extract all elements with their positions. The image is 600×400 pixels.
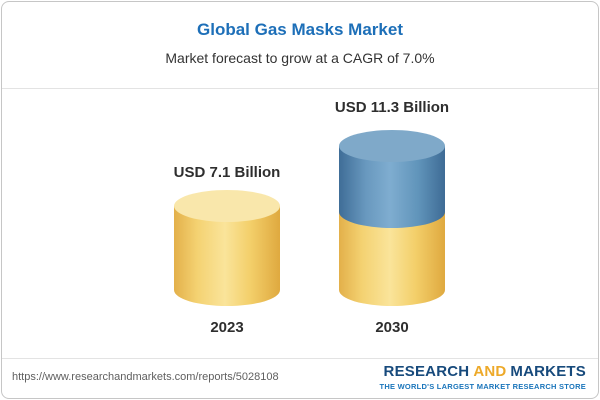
logo-wordmark: RESEARCH AND MARKETS [380, 363, 586, 380]
chart-subtitle: Market forecast to grow at a CAGR of 7.0… [165, 50, 435, 66]
bar-2023-cylinder [174, 190, 280, 306]
bar-value-label-2030: USD 11.3 Billion [334, 99, 450, 116]
logo-word-markets: MARKETS [510, 363, 586, 380]
bar-2030-cylinder [339, 130, 445, 306]
footer-divider [2, 358, 598, 359]
chart-title: Global Gas Masks Market [197, 20, 403, 39]
logo-word-research: RESEARCH [383, 363, 470, 380]
header-divider [2, 88, 598, 89]
logo-tagline: THE WORLD'S LARGEST MARKET RESEARCH STOR… [379, 382, 586, 391]
x-axis-label-2030: 2030 [375, 319, 409, 336]
bar-value-label-2023: USD 7.1 Billion [173, 164, 281, 181]
bar-2023-top-ellipse [174, 190, 280, 222]
logo-word-and: AND [473, 363, 507, 380]
bar-2023-body [174, 206, 280, 306]
bar-2030-segment-junction-ellipse [339, 196, 445, 228]
logo-research-and-markets: RESEARCH AND MARKETS THE WORLD'S LARGEST M… [380, 363, 586, 391]
bar-2030-top-ellipse [339, 130, 445, 162]
report-url: https://www.researchandmarkets.com/repor… [12, 371, 279, 383]
x-axis-label-2023: 2023 [210, 319, 244, 336]
